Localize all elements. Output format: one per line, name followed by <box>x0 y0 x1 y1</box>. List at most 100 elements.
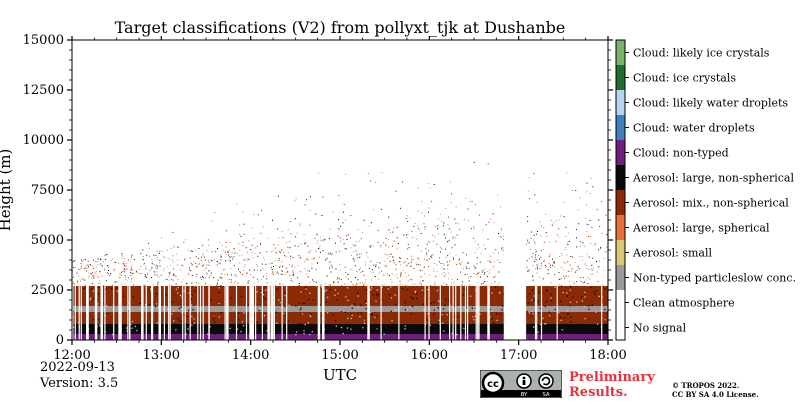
speckle-point <box>219 263 221 265</box>
speckle-point <box>305 284 307 286</box>
speckle-point <box>260 233 262 235</box>
speckle-point <box>345 173 347 175</box>
speckle-point <box>290 255 291 257</box>
speckle-point <box>233 248 235 250</box>
speckle-point <box>288 304 290 306</box>
speckle-point <box>284 305 286 308</box>
speckle-point <box>228 259 230 261</box>
speckle-point <box>533 234 535 236</box>
speckle-point <box>531 299 533 301</box>
speckle-point <box>395 264 397 266</box>
speckle-point <box>332 314 334 316</box>
speckle-point <box>309 282 311 284</box>
speckle-point <box>279 302 281 304</box>
speckle-point <box>586 231 588 232</box>
speckle-point <box>231 252 233 254</box>
no-signal-profile <box>398 278 400 340</box>
speckle-point <box>164 257 166 259</box>
speckle-point <box>400 271 402 273</box>
y-tick-label: 5000 <box>31 233 64 248</box>
speckle-point <box>345 219 347 221</box>
no-signal-profile <box>100 278 103 340</box>
speckle-point <box>257 255 259 257</box>
speckle-point <box>543 241 545 243</box>
speckle-point <box>365 289 367 291</box>
speckle-point <box>151 259 153 261</box>
speckle-point <box>428 266 430 267</box>
speckle-point <box>272 271 274 273</box>
speckle-point <box>165 285 167 287</box>
speckle-point <box>108 332 110 334</box>
speckle-point <box>560 278 562 279</box>
speckle-point <box>476 293 478 295</box>
speckle-point <box>307 331 309 333</box>
speckle-point <box>85 265 87 267</box>
speckle-point <box>560 300 562 302</box>
speckle-point <box>149 289 152 291</box>
speckle-point <box>433 184 435 185</box>
speckle-point <box>189 270 191 271</box>
speckle-point <box>474 265 476 267</box>
speckle-point <box>124 265 125 267</box>
speckle-point <box>237 285 239 287</box>
speckle-point <box>360 304 362 306</box>
speckle-point <box>399 207 401 209</box>
speckle-point <box>388 229 390 231</box>
speckle-point <box>571 268 573 270</box>
speckle-point <box>309 224 311 226</box>
speckle-point <box>195 266 197 268</box>
speckle-point <box>469 268 470 270</box>
speckle-point <box>278 299 280 301</box>
speckle-point <box>459 228 461 230</box>
speckle-point <box>545 300 548 303</box>
speckle-point <box>284 255 286 257</box>
speckle-point <box>345 235 347 237</box>
speckle-point <box>232 308 235 311</box>
speckle-point <box>362 282 364 284</box>
speckle-point <box>182 265 184 267</box>
speckle-point <box>130 267 132 269</box>
speckle-point <box>247 251 248 253</box>
speckle-point <box>451 332 453 334</box>
x-tick-label: 15:00 <box>321 348 358 363</box>
speckle-point <box>229 327 231 329</box>
speckle-point <box>193 261 195 263</box>
speckle-point <box>339 250 341 252</box>
speckle-point <box>334 294 336 296</box>
speckle-point <box>592 267 594 269</box>
speckle-point <box>191 264 193 266</box>
speckle-point <box>233 256 235 258</box>
speckle-point <box>351 304 353 306</box>
speckle-point <box>578 223 580 225</box>
speckle-point <box>216 264 218 266</box>
x-axis-label: UTC <box>323 366 357 384</box>
speckle-point <box>596 323 599 325</box>
speckle-point <box>134 285 135 287</box>
speckle-point <box>311 263 313 265</box>
speckle-point <box>99 324 101 326</box>
speckle-point <box>187 328 189 330</box>
speckle-point <box>481 283 483 285</box>
speckle-point <box>332 253 333 254</box>
speckle-point <box>431 255 433 256</box>
speckle-point <box>425 252 427 253</box>
speckle-point <box>345 296 347 298</box>
speckle-point <box>584 281 585 283</box>
speckle-point <box>391 273 393 275</box>
speckle-point <box>558 228 560 230</box>
speckle-point <box>204 256 205 258</box>
speckle-point <box>286 256 287 258</box>
speckle-point <box>220 277 222 279</box>
speckle-point <box>451 193 452 195</box>
speckle-point <box>300 271 302 273</box>
speckle-point <box>172 279 174 281</box>
colorbar-swatch <box>616 315 625 340</box>
speckle-point <box>545 323 547 325</box>
speckle-point <box>77 280 79 282</box>
speckle-point <box>554 308 556 311</box>
speckle-point <box>461 328 463 330</box>
speckle-point <box>129 275 131 276</box>
speckle-point <box>257 265 258 267</box>
speckle-point <box>421 289 423 291</box>
speckle-point <box>152 308 155 310</box>
